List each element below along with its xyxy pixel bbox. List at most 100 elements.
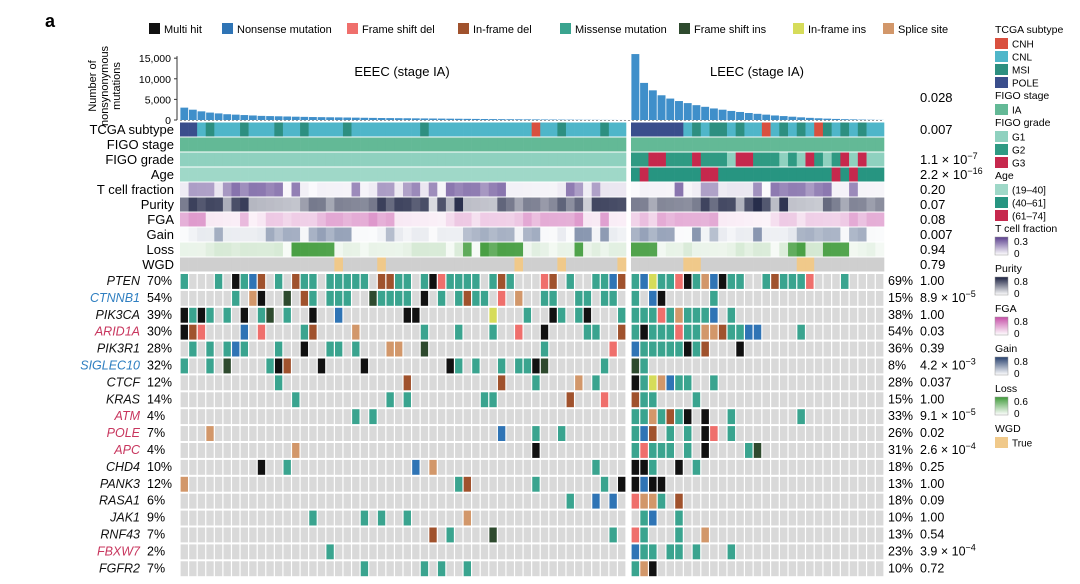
mutation-cell xyxy=(762,443,770,458)
track-cell xyxy=(214,152,224,167)
track-cell xyxy=(180,122,189,137)
track-cell xyxy=(180,152,189,167)
mutation-cell xyxy=(532,544,540,560)
mutation-cell xyxy=(343,527,351,543)
track-cell xyxy=(505,257,515,272)
mutation-cell xyxy=(675,375,683,391)
track-cell xyxy=(420,137,430,152)
track-cell xyxy=(531,197,541,212)
mutation-cell xyxy=(352,476,360,492)
mutation-cell xyxy=(197,510,206,526)
mutation-cell xyxy=(429,409,437,425)
track-cell xyxy=(214,167,224,182)
mutation-cell xyxy=(343,476,351,492)
mutation-cell xyxy=(727,358,736,374)
mutation-cell xyxy=(403,561,411,577)
track-cell xyxy=(497,227,507,242)
mutation-cell xyxy=(549,341,557,357)
mutation-cell xyxy=(806,476,814,492)
side-legend-swatch xyxy=(995,38,1008,49)
track-cell xyxy=(205,152,215,167)
mutation-cell xyxy=(823,493,832,509)
track-cell xyxy=(875,137,885,152)
mutation-cell xyxy=(232,307,240,323)
mutation-cell xyxy=(463,459,472,475)
mutation-cell xyxy=(736,443,744,458)
mutation-cell xyxy=(618,476,626,492)
mutation-cell xyxy=(377,307,386,323)
mutation-cell xyxy=(771,307,779,323)
mutation-cell xyxy=(266,443,274,458)
mutation-cell xyxy=(727,443,736,458)
track-cell xyxy=(334,197,344,212)
mutation-cell xyxy=(403,409,411,425)
mutation-cell xyxy=(779,476,788,492)
mutation-cell xyxy=(849,358,858,374)
mutation-cell xyxy=(497,409,506,425)
tmb-bar-eeec xyxy=(317,117,326,120)
mutation-cell xyxy=(618,307,626,323)
mutation-cell xyxy=(823,358,832,374)
track-cell xyxy=(866,167,876,182)
mutation-cell xyxy=(736,527,744,543)
mutation-cell xyxy=(806,341,814,357)
track-cell xyxy=(718,167,728,182)
track-cell xyxy=(420,197,430,212)
track-cell xyxy=(822,122,832,137)
mutation-cell xyxy=(657,307,666,323)
mutation-cell xyxy=(180,409,188,425)
mutation-cell xyxy=(718,341,727,357)
mutation-cell xyxy=(762,375,770,391)
track-cell xyxy=(385,182,395,197)
mutation-cell xyxy=(472,375,480,391)
track-cell xyxy=(822,197,832,212)
mutation-cell xyxy=(557,476,566,492)
mutation-cell xyxy=(727,392,736,408)
mutation-cell xyxy=(309,544,317,560)
mutation-cell xyxy=(377,426,386,441)
mutation-cell xyxy=(823,561,832,577)
track-cell xyxy=(180,212,189,227)
track-cell xyxy=(317,167,327,182)
mutation-cell xyxy=(214,341,223,357)
track-cell xyxy=(814,122,824,137)
mutation-cell xyxy=(649,392,657,408)
track-cell xyxy=(394,122,404,137)
tmb-bar-eeec xyxy=(489,119,497,120)
track-cell xyxy=(565,167,575,182)
mutation-cell xyxy=(232,426,240,441)
mutation-cell xyxy=(683,341,692,357)
mutation-cell xyxy=(206,375,214,391)
mutation-cell xyxy=(858,409,866,425)
track-cell xyxy=(674,197,684,212)
mutation-cell xyxy=(575,324,583,340)
mutation-cell xyxy=(274,459,283,475)
gene-leec-pct: 54% xyxy=(888,325,913,339)
track-cell xyxy=(700,137,710,152)
mutation-cell xyxy=(489,561,497,577)
side-legend-swatch xyxy=(995,51,1008,62)
track-cell xyxy=(796,122,806,137)
track-cell xyxy=(411,257,421,272)
track-cell xyxy=(437,257,447,272)
track-cell xyxy=(770,212,780,227)
mutation-cell xyxy=(214,324,223,340)
mutation-cell xyxy=(575,392,583,408)
track-cell xyxy=(600,257,610,272)
track-cell xyxy=(300,167,309,182)
track-cell xyxy=(761,257,771,272)
mutation-cell xyxy=(343,341,351,357)
track-cell xyxy=(639,257,649,272)
gene-p-value: 8.9 × 10−5 xyxy=(920,289,976,305)
mutation-cell xyxy=(369,409,377,425)
track-cell xyxy=(197,122,207,137)
mutation-cell xyxy=(858,527,866,543)
track-cell xyxy=(385,212,395,227)
track-cell xyxy=(788,242,798,257)
mutation-cell xyxy=(701,527,709,543)
mutation-cell xyxy=(352,510,360,526)
mutation-cell xyxy=(745,544,753,560)
mutation-cell xyxy=(666,307,675,323)
mutation-cell xyxy=(515,510,523,526)
mutation-cell xyxy=(540,274,549,289)
